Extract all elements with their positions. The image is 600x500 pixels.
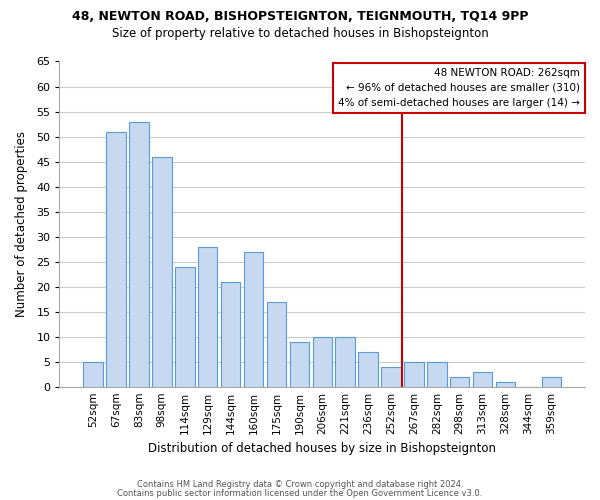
Y-axis label: Number of detached properties: Number of detached properties [15,131,28,317]
Bar [335,336,355,386]
Bar [106,132,126,386]
Bar [244,252,263,386]
Bar [381,366,401,386]
Bar [358,352,378,386]
X-axis label: Distribution of detached houses by size in Bishopsteignton: Distribution of detached houses by size … [148,442,496,455]
Bar [266,302,286,386]
Bar [152,156,172,386]
Bar [404,362,424,386]
Text: 48, NEWTON ROAD, BISHOPSTEIGNTON, TEIGNMOUTH, TQ14 9PP: 48, NEWTON ROAD, BISHOPSTEIGNTON, TEIGNM… [72,10,528,23]
Text: Size of property relative to detached houses in Bishopsteignton: Size of property relative to detached ho… [112,28,488,40]
Bar [175,266,194,386]
Text: 48 NEWTON ROAD: 262sqm
← 96% of detached houses are smaller (310)
4% of semi-det: 48 NEWTON ROAD: 262sqm ← 96% of detached… [338,68,580,108]
Bar [290,342,309,386]
Bar [450,376,469,386]
Bar [83,362,103,386]
Bar [198,246,217,386]
Bar [542,376,561,386]
Bar [473,372,493,386]
Bar [496,382,515,386]
Text: Contains public sector information licensed under the Open Government Licence v3: Contains public sector information licen… [118,488,482,498]
Bar [313,336,332,386]
Text: Contains HM Land Registry data © Crown copyright and database right 2024.: Contains HM Land Registry data © Crown c… [137,480,463,489]
Bar [221,282,241,387]
Bar [129,122,149,386]
Bar [427,362,446,386]
